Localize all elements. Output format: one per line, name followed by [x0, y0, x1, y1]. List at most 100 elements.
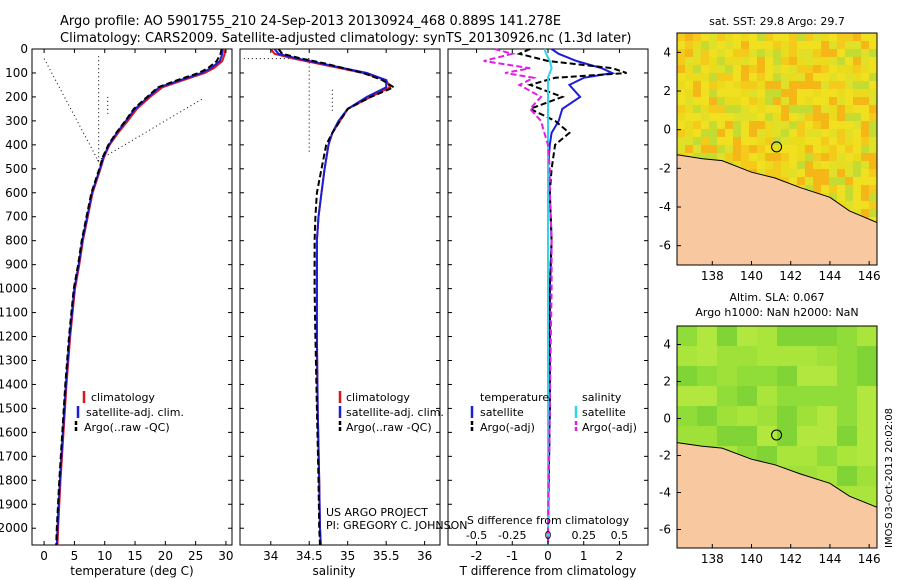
- map-cell: [837, 145, 845, 153]
- map-cell: [861, 137, 869, 145]
- map-cell: [765, 49, 773, 57]
- y-tick-label: 1100: [0, 306, 28, 320]
- map-cell: [837, 406, 857, 426]
- x-tick-label: 36: [417, 549, 432, 563]
- map-cell: [789, 169, 797, 177]
- map-cell: [845, 113, 853, 121]
- map-cell: [741, 65, 749, 73]
- y-tick-label: 300: [5, 114, 28, 128]
- sla-map-land: [677, 442, 877, 548]
- x2-tick-label: 0.25: [571, 529, 596, 542]
- map-cell: [797, 346, 817, 366]
- map-cell: [789, 49, 797, 57]
- legend-label-satellite: satellite-adj. clim.: [86, 406, 184, 419]
- map-cell: [697, 426, 717, 446]
- pi-text: PI: GREGORY C. JOHNSON: [326, 519, 467, 532]
- map-cell: [677, 137, 685, 145]
- map-cell: [829, 169, 837, 177]
- map-cell: [829, 153, 837, 161]
- map-cell: [821, 153, 829, 161]
- map-cell: [817, 406, 837, 426]
- lat-tick-label: -2: [659, 161, 671, 175]
- map-cell: [709, 89, 717, 97]
- lat-tick-label: -4: [659, 200, 671, 214]
- map-cell: [741, 121, 749, 129]
- map-cell: [749, 129, 757, 137]
- map-cell: [765, 121, 773, 129]
- map-cell: [757, 386, 777, 406]
- map-cell: [861, 201, 869, 209]
- map-cell: [837, 97, 845, 105]
- map-cell: [821, 73, 829, 81]
- map-cell: [781, 121, 789, 129]
- map-cell: [869, 177, 877, 185]
- map-cell: [837, 129, 845, 137]
- map-cell: [845, 41, 853, 49]
- y-tick-label: 1800: [0, 473, 28, 487]
- map-cell: [781, 97, 789, 105]
- map-cell: [857, 446, 877, 466]
- map-cell: [869, 121, 877, 129]
- map-cell: [749, 113, 757, 121]
- map-cell: [829, 185, 837, 193]
- map-cell: [677, 97, 685, 105]
- argo-float-marker: [771, 141, 783, 153]
- map-cell: [741, 49, 749, 57]
- map-cell: [765, 113, 773, 121]
- lat-tick-label: 0: [663, 123, 671, 137]
- map-cell: [857, 426, 877, 446]
- salinity-depth-ticks: [240, 48, 440, 529]
- map-cell: [733, 57, 741, 65]
- map-cell: [717, 97, 725, 105]
- temperature-profile-lines: [55, 48, 227, 546]
- y-tick-label: 1500: [0, 401, 28, 415]
- map-cell: [725, 33, 733, 41]
- lat-tick-label: 4: [663, 338, 671, 352]
- map-cell: [693, 153, 701, 161]
- dotted-guide: [43, 58, 100, 162]
- map-cell: [741, 33, 749, 41]
- map-cell: [741, 41, 749, 49]
- map-cell: [845, 129, 853, 137]
- map-cell: [869, 89, 877, 97]
- map-cell: [845, 177, 853, 185]
- map-cell: [813, 81, 821, 89]
- map-cell: [853, 113, 861, 121]
- map-cell: [781, 137, 789, 145]
- map-cell: [845, 33, 853, 41]
- map-cell: [777, 326, 797, 346]
- map-cell: [821, 65, 829, 73]
- map-cell: [861, 121, 869, 129]
- map-cell: [677, 49, 685, 57]
- map-cell: [837, 105, 845, 113]
- sla-map-subtitle: Argo h1000: NaN h2000: NaN: [695, 306, 858, 319]
- map-cell: [861, 97, 869, 105]
- map-cell: [837, 386, 857, 406]
- map-cell: [677, 406, 697, 426]
- map-cell: [749, 73, 757, 81]
- map-cell: [789, 33, 797, 41]
- map-cell: [733, 33, 741, 41]
- map-cell: [853, 193, 861, 201]
- map-cell: [717, 113, 725, 121]
- map-cell: [773, 137, 781, 145]
- map-cell: [861, 185, 869, 193]
- map-cell: [757, 97, 765, 105]
- map-cell: [717, 346, 737, 366]
- difference-panel: -2 -1 0 1 2 S difference from climatology -0…: [447, 48, 649, 578]
- map-cell: [861, 41, 869, 49]
- lat-tick-label: -6: [659, 523, 671, 537]
- map-cell: [717, 153, 725, 161]
- map-cell: [693, 57, 701, 65]
- map-cell: [757, 145, 765, 153]
- map-cell: [817, 446, 837, 466]
- legend-label-s-satellite: satellite: [582, 406, 626, 419]
- map-cell: [845, 153, 853, 161]
- map-cell: [773, 105, 781, 113]
- depth-axis: 0 100 200 300 400 500 600 700 800 900 1000 1100 1200…: [0, 42, 232, 535]
- map-cell: [813, 113, 821, 121]
- map-cell: [765, 81, 773, 89]
- map-cell: [845, 137, 853, 145]
- map-cell: [789, 161, 797, 169]
- map-cell: [717, 33, 725, 41]
